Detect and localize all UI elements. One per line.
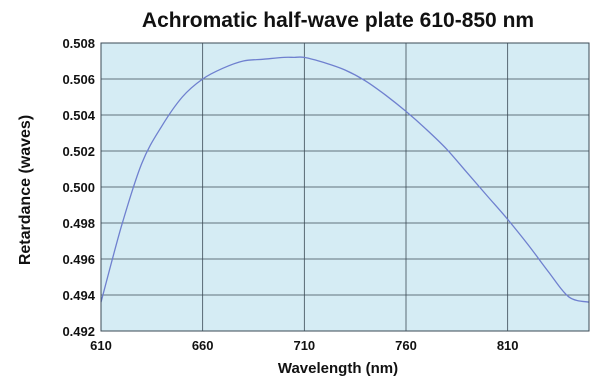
y-tick-label: 0.496 [62,252,95,267]
x-tick-label: 610 [90,338,112,353]
x-tick-label: 710 [293,338,315,353]
chart-title: Achromatic half-wave plate 610-850 nm [142,9,534,32]
x-tick-label: 810 [497,338,519,353]
y-tick-label: 0.492 [62,324,95,339]
x-axis-label: Wavelength (nm) [278,360,398,377]
retardance-curve [100,56,590,303]
y-axis-ticks: 0.492 0.494 0.496 0.498 0.500 0.502 0.504 0.506… [62,36,95,339]
y-tick-label: 0.502 [62,144,95,159]
y-tick-label: 0.508 [62,36,95,51]
y-tick-label: 0.500 [62,180,95,195]
y-tick-label: 0.506 [62,72,95,87]
x-tick-label: 660 [192,338,214,353]
y-tick-label: 0.504 [62,108,95,123]
x-tick-label: 760 [395,338,417,353]
x-axis-ticks: 610 660 710 760 810 [90,338,518,353]
y-tick-label: 0.494 [62,288,95,303]
y-axis-label: Retardance (waves) [17,115,34,265]
y-tick-label: 0.498 [62,216,95,231]
plot-frame [100,42,590,332]
